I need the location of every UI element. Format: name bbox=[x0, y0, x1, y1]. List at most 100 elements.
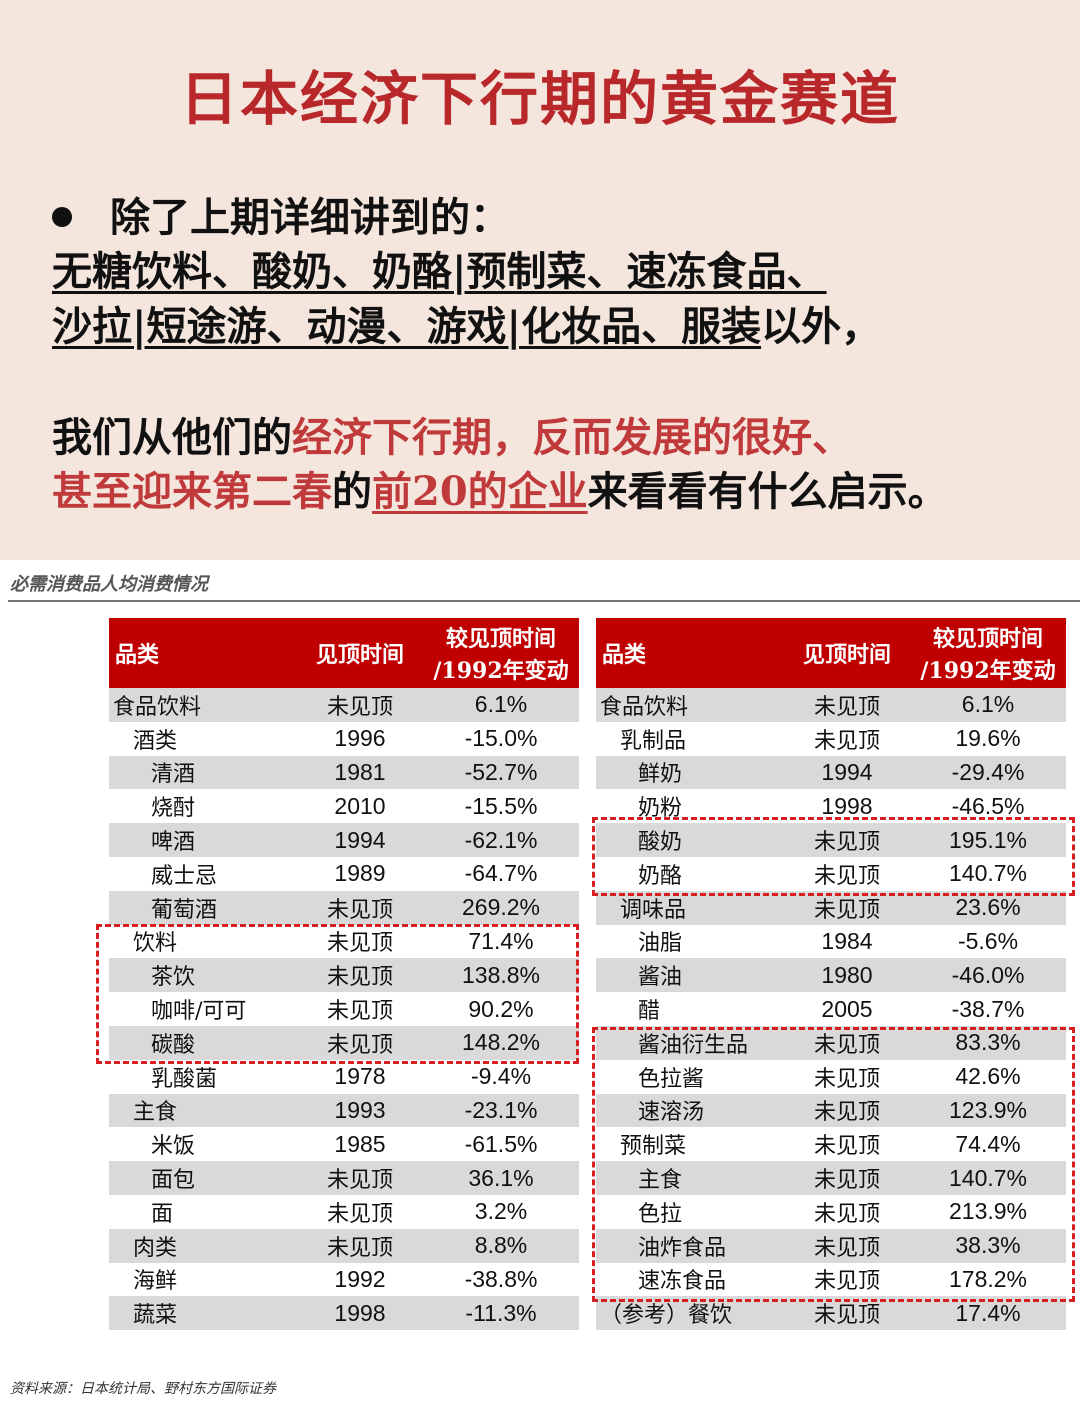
change-cell: 123.9% bbox=[910, 1093, 1066, 1128]
change-cell: 36.1% bbox=[423, 1161, 579, 1195]
change-cell: 90.2% bbox=[468, 995, 534, 1022]
change-cell: -52.7% bbox=[423, 755, 579, 790]
change-cell: -46.0% bbox=[910, 958, 1066, 993]
category-cell: 饮料 bbox=[133, 931, 178, 957]
source-note: 资料来源：日本统计局、野村东方国际证券 bbox=[10, 1381, 276, 1397]
peak-year-cell: 未见顶 bbox=[297, 958, 423, 993]
table-row: 速溶汤 未见顶 123.9% bbox=[596, 1093, 1066, 1128]
paragraph-line1: 我们从他们的经济下行期，反而发展的很好、 bbox=[52, 413, 852, 463]
table-row: 鲜奶 1994 -29.4% bbox=[596, 755, 1066, 790]
intro-text: 除了上期详细讲到的： bbox=[110, 194, 510, 241]
para-text-a: 我们从他们的 bbox=[52, 414, 292, 461]
table-row: 奶粉 1998 -46.5% bbox=[596, 789, 1066, 823]
category-cell: 主食 bbox=[109, 1093, 297, 1128]
table-row: 醋 2005 -38.7% bbox=[596, 992, 1066, 1026]
peak-year-cell: 1980 bbox=[784, 958, 910, 993]
column-header-change: 较见顶时间/1992年变动 bbox=[910, 618, 1066, 688]
table-row: 威士忌 1989 -64.7% bbox=[109, 857, 579, 891]
change-cell: 8.8% bbox=[423, 1228, 579, 1263]
peak-year-cell: 1994 bbox=[297, 823, 423, 857]
category-cell: 乳制品 bbox=[620, 728, 687, 754]
change-cell: 178.2% bbox=[948, 1265, 1027, 1292]
change-cell: 74.4% bbox=[955, 1130, 1021, 1157]
peak-year-cell: 未见顶 bbox=[784, 1161, 910, 1195]
change-cell: 148.2% bbox=[423, 1025, 579, 1060]
peak-year-cell: 2005 bbox=[821, 995, 873, 1022]
category-list-line1: 无糖饮料、酸奶、奶酪|预制菜、速冻食品、 bbox=[52, 248, 827, 295]
category-cell: 威士忌 bbox=[151, 863, 218, 889]
change-cell: 138.8% bbox=[423, 958, 579, 993]
table-row: 清酒 1981 -52.7% bbox=[109, 755, 579, 790]
table-row: 奶酪 未见顶 140.7% bbox=[596, 857, 1066, 891]
column-header-category: 品类 bbox=[596, 618, 784, 688]
peak-year-cell: 未见顶 bbox=[813, 1134, 880, 1160]
peak-year-cell: 未见顶 bbox=[326, 931, 393, 957]
table-row: 食品饮料 未见顶 6.1% bbox=[109, 688, 579, 722]
change-cell: -62.1% bbox=[423, 823, 579, 857]
peak-year-cell: 未见顶 bbox=[326, 1201, 393, 1227]
category-cell: 米饭 bbox=[151, 1134, 196, 1160]
table-row: 酸奶 未见顶 195.1% bbox=[596, 823, 1066, 857]
change-cell: 23.6% bbox=[910, 890, 1066, 925]
category-cell: 食品饮料 bbox=[596, 688, 784, 722]
left-table: 品类 见顶时间 较见顶时间/1992年变动 食品饮料 未见顶 6.1% 酒类 1996-… bbox=[109, 618, 579, 1331]
table-row: 食品饮料 未见顶 6.1% bbox=[596, 688, 1066, 722]
table-row: 色拉 未见顶 213.9% bbox=[596, 1195, 1066, 1229]
category-cell: 乳酸菌 bbox=[151, 1066, 218, 1092]
table-row: 酒类 1996 -15.0% bbox=[109, 722, 579, 756]
table-row: （参考）餐饮 未见顶 17.4% bbox=[596, 1296, 1066, 1331]
peak-year-cell: 未见顶 bbox=[297, 1161, 423, 1195]
change-cell: 195.1% bbox=[910, 823, 1066, 857]
change-cell: -64.7% bbox=[464, 860, 538, 887]
table-row: 调味品 未见顶 23.6% bbox=[596, 890, 1066, 925]
bullet-icon bbox=[52, 207, 72, 227]
change-cell: -9.4% bbox=[470, 1063, 532, 1090]
change-cell: -23.1% bbox=[423, 1093, 579, 1128]
category-cell: 蔬菜 bbox=[109, 1296, 297, 1331]
peak-year-cell: 未见顶 bbox=[784, 1296, 910, 1331]
peak-year-cell: 未见顶 bbox=[297, 1228, 423, 1263]
category-cell: （参考）餐饮 bbox=[596, 1296, 784, 1331]
category-cell: 碳酸 bbox=[109, 1025, 297, 1060]
category-cell: 啤酒 bbox=[109, 823, 297, 857]
category-cell: 调味品 bbox=[596, 890, 784, 925]
table-row: 主食 1993 -23.1% bbox=[109, 1093, 579, 1128]
peak-year-cell: 1984 bbox=[821, 927, 873, 954]
para-text-e: 前20的企业 bbox=[372, 468, 588, 515]
category-cell: 茶饮 bbox=[109, 958, 297, 993]
table-row: 米饭 1985 -61.5% bbox=[109, 1127, 579, 1161]
category-list-line2: 沙拉|短途游、动漫、游戏|化妆品、服装以外， bbox=[52, 302, 881, 352]
change-cell: 269.2% bbox=[423, 890, 579, 925]
change-cell: 71.4% bbox=[468, 927, 534, 954]
peak-year-cell: 1981 bbox=[297, 755, 423, 790]
change-cell: 42.6% bbox=[955, 1063, 1021, 1090]
peak-year-cell: 1985 bbox=[334, 1130, 386, 1157]
peak-year-cell: 未见顶 bbox=[326, 999, 393, 1025]
category-cell: 酱油衍生品 bbox=[596, 1025, 784, 1060]
peak-year-cell: 1994 bbox=[784, 755, 910, 790]
change-cell: 17.4% bbox=[910, 1296, 1066, 1331]
table-row: 蔬菜 1998 -11.3% bbox=[109, 1296, 579, 1331]
peak-year-cell: 未见顶 bbox=[813, 728, 880, 754]
change-cell: -38.7% bbox=[951, 995, 1025, 1022]
table-row: 酱油衍生品 未见顶 83.3% bbox=[596, 1025, 1066, 1060]
category-cell: 面包 bbox=[109, 1161, 297, 1195]
table-row: 茶饮 未见顶 138.8% bbox=[109, 958, 579, 993]
peak-year-cell: 未见顶 bbox=[784, 823, 910, 857]
table-row: 色拉酱 未见顶 42.6% bbox=[596, 1060, 1066, 1094]
peak-year-cell: 未见顶 bbox=[297, 890, 423, 925]
category-cell: 油脂 bbox=[638, 931, 683, 957]
peak-year-cell: 1998 bbox=[821, 792, 873, 819]
table-row: 油脂 1984 -5.6% bbox=[596, 925, 1066, 959]
change-cell: 140.7% bbox=[910, 1161, 1066, 1195]
intro-line: 除了上期详细讲到的： bbox=[52, 193, 510, 243]
category-cell: 食品饮料 bbox=[109, 688, 297, 722]
change-cell: -11.3% bbox=[423, 1296, 579, 1331]
page-title: 日本经济下行期的黄金赛道 bbox=[179, 65, 900, 133]
right-table: 品类 见顶时间 较见顶时间/1992年变动 食品饮料 未见顶 6.1% 乳制品 未见顶 1… bbox=[596, 618, 1066, 1331]
figure-caption: 必需消费品人均消费情况 bbox=[10, 574, 208, 595]
paragraph-line2: 甚至迎来第二春的前20的企业来看看有什么启示。 bbox=[52, 467, 948, 517]
para-text-f: 来看看有什么启示。 bbox=[587, 468, 948, 515]
table-row: 面包 未见顶 36.1% bbox=[109, 1161, 579, 1195]
change-cell: 19.6% bbox=[955, 725, 1021, 752]
